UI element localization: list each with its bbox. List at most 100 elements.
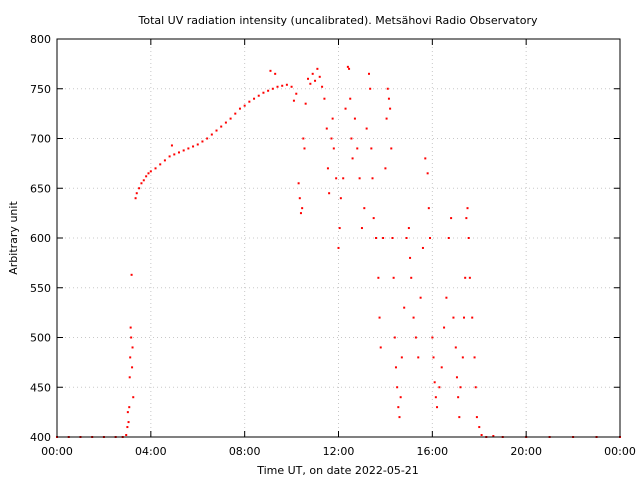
data-point xyxy=(138,187,141,190)
data-point xyxy=(358,177,361,180)
data-point xyxy=(163,159,166,162)
data-point xyxy=(125,434,128,437)
data-point xyxy=(248,100,251,103)
data-point xyxy=(384,167,387,170)
data-point xyxy=(128,376,131,379)
data-point xyxy=(433,381,436,384)
x-tick-label: 04:00 xyxy=(135,445,167,458)
data-point xyxy=(350,137,353,140)
data-point xyxy=(353,117,356,120)
data-point xyxy=(480,434,483,437)
data-point xyxy=(351,157,354,160)
data-point xyxy=(297,182,300,185)
y-tick-label: 450 xyxy=(30,381,51,394)
data-point xyxy=(492,435,495,438)
data-point xyxy=(378,316,381,319)
data-point xyxy=(330,137,333,140)
data-point xyxy=(414,336,417,339)
data-point xyxy=(303,147,306,150)
data-point xyxy=(405,237,408,239)
data-point xyxy=(131,346,134,349)
data-point xyxy=(154,167,157,170)
y-tick-label: 800 xyxy=(30,33,51,46)
data-point xyxy=(140,182,143,185)
data-point xyxy=(307,77,310,80)
data-point xyxy=(348,67,351,70)
data-point xyxy=(431,336,434,339)
data-point xyxy=(407,227,410,230)
data-point xyxy=(438,386,441,389)
data-point xyxy=(187,147,190,150)
data-point xyxy=(147,172,150,175)
data-point xyxy=(135,192,138,195)
data-point xyxy=(332,147,335,150)
x-tick-label: 20:00 xyxy=(510,445,542,458)
data-point xyxy=(379,346,382,349)
data-point xyxy=(445,296,448,299)
data-point xyxy=(465,217,468,220)
data-point xyxy=(372,217,375,220)
data-point xyxy=(168,155,171,158)
data-point xyxy=(173,153,176,156)
data-point xyxy=(134,197,137,200)
data-point xyxy=(457,396,460,399)
data-point xyxy=(220,125,223,128)
data-point xyxy=(215,129,218,132)
data-point xyxy=(170,144,173,147)
data-point xyxy=(471,316,474,319)
data-point xyxy=(473,356,476,359)
grid-lines xyxy=(57,39,620,437)
data-point xyxy=(269,69,272,72)
data-point xyxy=(127,421,130,424)
data-point xyxy=(238,107,241,110)
data-point xyxy=(309,82,312,85)
x-axis: 00:00 04:00 08:00 12:00 16:00 20:00 00:00 xyxy=(41,39,636,458)
data-point xyxy=(339,197,342,200)
data-point xyxy=(474,386,477,389)
data-point xyxy=(377,276,380,279)
data-point xyxy=(410,276,413,279)
data-point xyxy=(400,356,403,359)
data-point xyxy=(229,117,232,120)
data-point xyxy=(130,336,133,339)
data-point xyxy=(149,170,152,173)
data-point xyxy=(267,89,270,92)
data-point xyxy=(301,207,304,210)
data-point xyxy=(428,237,431,239)
data-point xyxy=(434,396,437,399)
data-point xyxy=(318,75,321,78)
data-point xyxy=(142,179,145,182)
data-point xyxy=(281,84,284,87)
y-tick-label: 550 xyxy=(30,282,51,295)
data-point xyxy=(182,149,185,152)
data-points xyxy=(56,65,621,438)
data-point xyxy=(342,177,345,180)
data-point xyxy=(295,92,298,95)
x-tick-label: 00:00 xyxy=(604,445,636,458)
data-point xyxy=(129,356,132,359)
data-point xyxy=(302,137,305,140)
data-point xyxy=(253,97,256,100)
x-tick-label: 08:00 xyxy=(229,445,261,458)
y-tick-label: 750 xyxy=(30,83,51,96)
chart-title: Total UV radiation intensity (uncalibrat… xyxy=(138,14,538,27)
data-point xyxy=(337,246,340,249)
data-point xyxy=(145,175,148,178)
data-point xyxy=(443,326,446,329)
data-point xyxy=(365,127,368,130)
data-point xyxy=(468,276,471,279)
data-point xyxy=(356,147,359,150)
data-point xyxy=(292,99,295,102)
data-point xyxy=(271,87,274,90)
data-point xyxy=(436,406,439,409)
data-point xyxy=(409,256,412,259)
data-point xyxy=(234,112,237,115)
data-point xyxy=(396,386,399,389)
data-point xyxy=(421,246,424,249)
data-point xyxy=(370,147,373,150)
data-point xyxy=(201,140,204,143)
data-point xyxy=(412,316,415,319)
data-point xyxy=(349,97,352,100)
data-point xyxy=(454,346,457,349)
